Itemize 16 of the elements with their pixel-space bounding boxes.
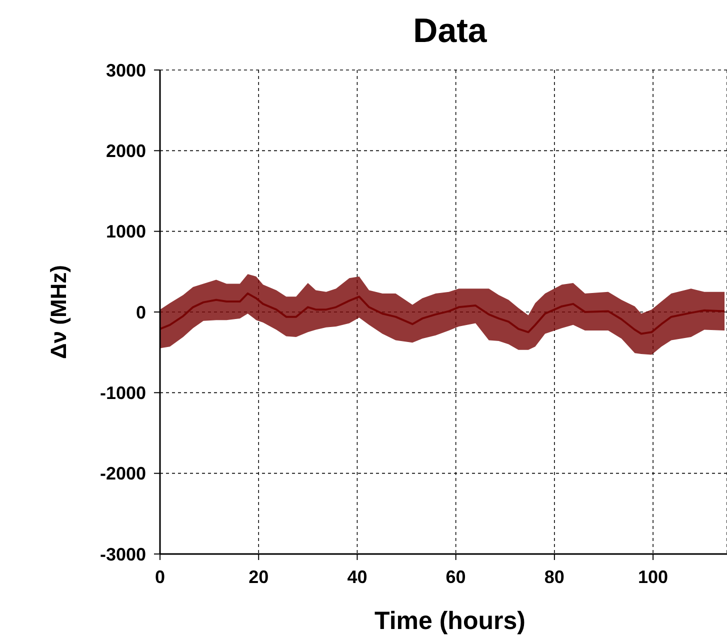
x-tick-label: 60 [446, 566, 466, 587]
x-axis-title: Time (hours) [374, 606, 526, 636]
y-tick-label: 0 [136, 302, 146, 322]
chart-title: Data [412, 12, 488, 51]
x-tick-label: 0 [154, 566, 166, 587]
y-tick-label: 1000 [106, 222, 146, 242]
y-tick-label: -3000 [100, 544, 146, 564]
x-tick-label: 40 [347, 566, 368, 587]
y-axis-title: Δν (MHz) [46, 264, 71, 360]
y-tick-label: 3000 [106, 60, 146, 80]
x-tick-label: 20 [248, 566, 269, 587]
x-tick-label: 80 [544, 566, 564, 587]
y-tick-label: 2000 [106, 141, 146, 162]
y-tick-label: -2000 [100, 464, 146, 484]
y-tick-label: -1000 [100, 383, 146, 404]
x-tick-label: 100 [638, 566, 668, 587]
